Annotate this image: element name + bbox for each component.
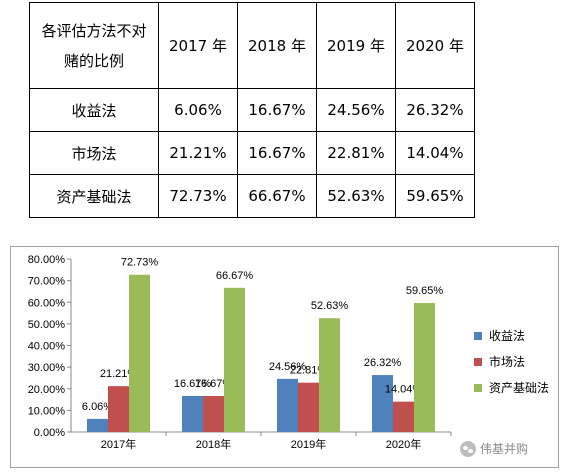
y-tick-label: 30.00% [28, 362, 66, 374]
data-label: 52.63% [311, 300, 349, 312]
table-cell: 22.81% [316, 131, 396, 175]
table-cell: 26.32% [395, 88, 475, 132]
data-label: 14.04% [385, 384, 423, 396]
bar [277, 378, 298, 432]
data-label: 16.67% [174, 378, 212, 390]
header-year-2018: 2018 年 [237, 2, 317, 89]
table-cell: 16.67% [237, 88, 317, 132]
bar [298, 382, 319, 432]
data-label: 72.73% [121, 257, 159, 269]
data-label: 21.21% [100, 368, 138, 380]
bar [372, 375, 393, 432]
y-tick-label: 20.00% [28, 384, 66, 396]
bar [224, 287, 245, 432]
y-tick-label: 0.00% [34, 427, 65, 439]
x-tick-label: 2020年 [386, 437, 421, 451]
table-cell: 6.06% [158, 88, 238, 132]
header-method-line2: 赌的比例 [63, 51, 124, 70]
table-cell: 66.67% [237, 174, 317, 218]
watermark-text: 伟基并购 [480, 442, 529, 456]
bar-chart: 0.00% 10.00% 20.00% 30.00% 40.00% 50.00% 60.00… [10, 246, 559, 468]
bar [182, 395, 203, 432]
x-tick-label: 2017年 [101, 437, 136, 451]
bar [87, 418, 108, 432]
table-row: 市场法 21.21% 16.67% 22.81% 14.04% [29, 131, 475, 175]
evaluation-method-table: 各评估方法不对 赌的比例 2017 年 2018 年 2019 年 2020 年… [29, 2, 475, 218]
header-year-2017: 2017 年 [158, 2, 238, 89]
table-cell: 14.04% [395, 131, 475, 175]
wechat-icon [460, 440, 476, 457]
header-method-line1: 各评估方法不对 [41, 21, 147, 40]
header-method-cell: 各评估方法不对 赌的比例 [29, 2, 159, 89]
legend-item: 市场法 [474, 353, 549, 370]
table-cell: 72.73% [158, 174, 238, 218]
row-method-label: 市场法 [29, 131, 159, 175]
table-cell: 59.65% [395, 174, 475, 218]
table-header-row: 各评估方法不对 赌的比例 2017 年 2018 年 2019 年 2020 年 [29, 2, 475, 89]
chart-legend: 收益法 市场法 资产基础法 [474, 327, 549, 405]
legend-swatch-icon [474, 357, 482, 366]
row-method-label: 收益法 [29, 88, 159, 132]
x-tick-label: 2019年 [291, 437, 326, 451]
data-label: 59.65% [406, 285, 444, 297]
y-tick-label: 50.00% [28, 319, 66, 331]
y-tick-label: 60.00% [28, 297, 66, 309]
table-cell: 24.56% [316, 88, 396, 132]
table-cell: 52.63% [316, 174, 396, 218]
table-row: 资产基础法 72.73% 66.67% 52.63% 59.65% [29, 174, 475, 218]
legend-label: 资产基础法 [489, 381, 550, 395]
y-tick-label: 40.00% [28, 341, 66, 353]
bar [414, 303, 435, 432]
legend-item: 资产基础法 [474, 379, 549, 396]
table-cell: 21.21% [158, 131, 238, 175]
table-cell: 16.67% [237, 131, 317, 175]
data-label: 66.67% [216, 270, 254, 282]
bar [129, 274, 150, 432]
watermark: 伟基并购 [460, 440, 528, 457]
legend-swatch-icon [474, 383, 482, 392]
legend-item: 收益法 [474, 327, 549, 344]
bar [203, 395, 224, 432]
y-tick-label: 70.00% [28, 276, 66, 288]
data-label: 6.06% [82, 401, 113, 413]
data-label: 26.32% [364, 357, 402, 369]
y-tick-label: 80.00% [28, 254, 66, 266]
legend-label: 市场法 [489, 355, 526, 369]
x-tick-label: 2018年 [196, 437, 231, 451]
table-row: 收益法 6.06% 16.67% 24.56% 26.32% [29, 88, 475, 132]
bar [108, 386, 129, 432]
data-label: 16.67% [195, 378, 233, 390]
header-year-2019: 2019 年 [316, 2, 396, 89]
header-year-2020: 2020 年 [395, 2, 475, 89]
bar-chart-canvas: 0.00% 10.00% 20.00% 30.00% 40.00% 50.00% 60.00… [28, 254, 452, 451]
bar [393, 401, 414, 432]
y-tick-label: 10.00% [28, 405, 66, 417]
legend-swatch-icon [474, 331, 482, 340]
row-method-label: 资产基础法 [29, 174, 159, 218]
bar [319, 318, 340, 432]
data-label: 24.56% [269, 361, 307, 373]
legend-label: 收益法 [489, 329, 526, 343]
data-label: 22.81% [290, 365, 328, 377]
